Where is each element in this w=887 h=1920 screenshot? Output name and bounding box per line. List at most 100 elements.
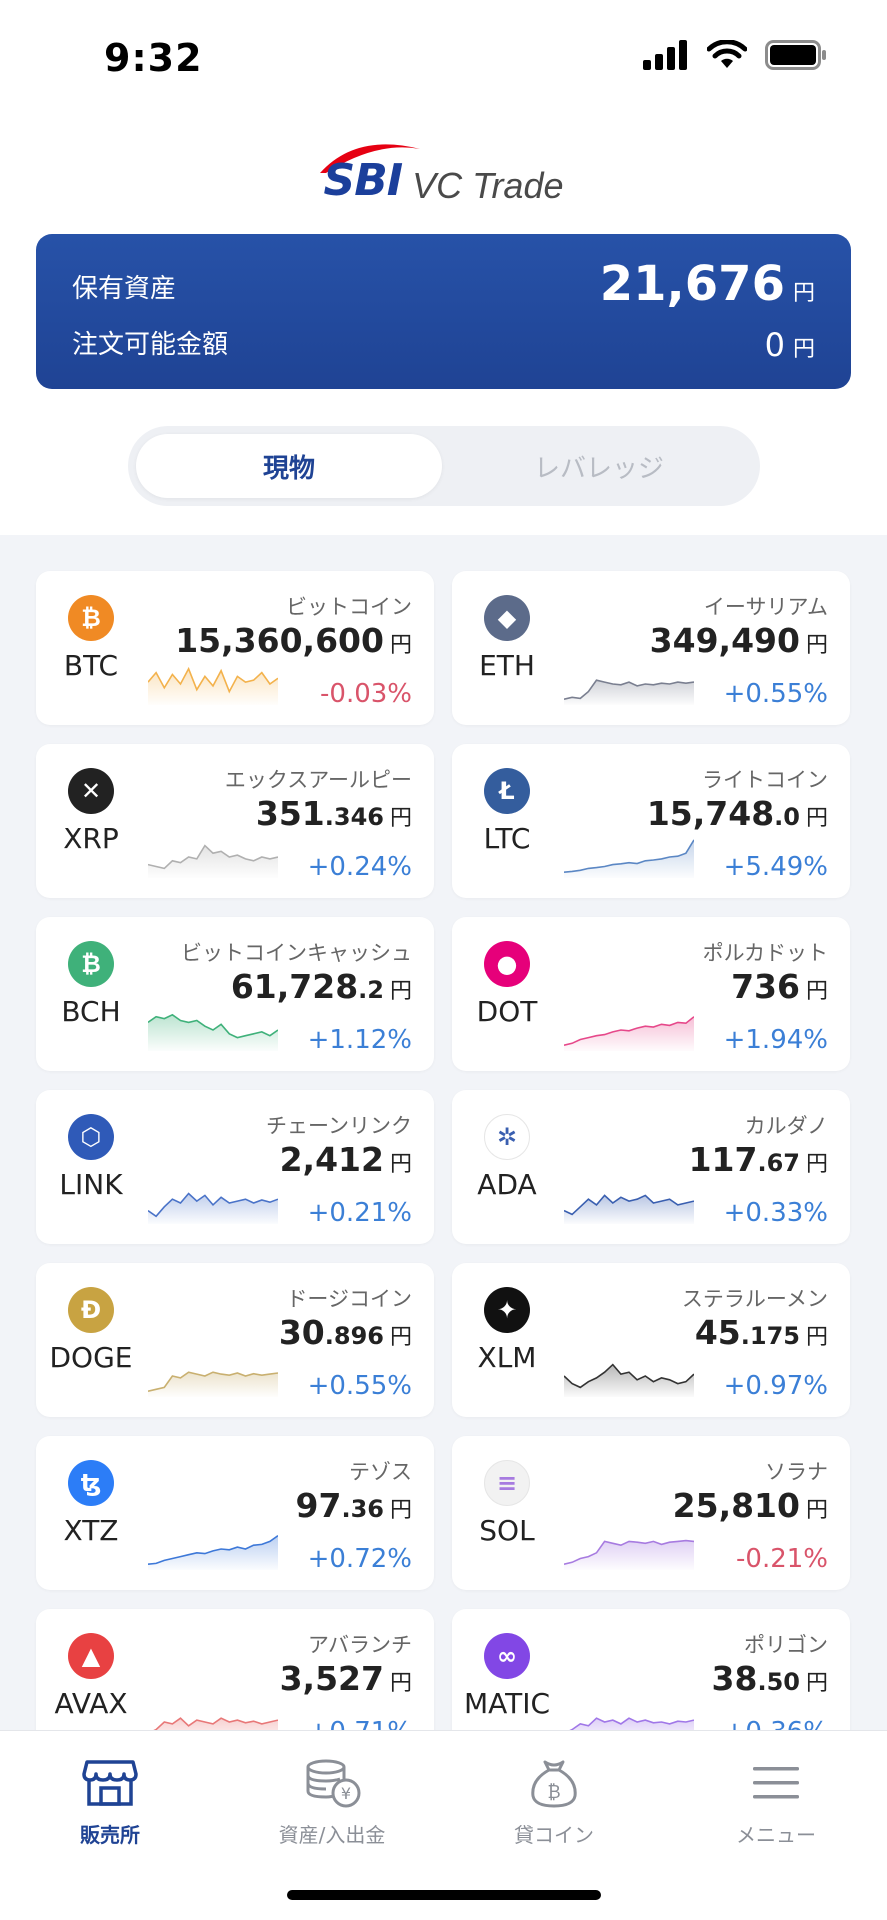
price-integer: 25,810 <box>672 1486 800 1525</box>
coin-symbol: ETH <box>479 649 535 682</box>
tab-assets-deposit[interactable]: ¥ 資産/入出金 <box>242 1753 422 1848</box>
price-currency: 円 <box>805 979 828 1004</box>
coin-card-link[interactable]: ⬡ LINK チェーンリンク 2,412 円 +0.21% <box>36 1090 434 1244</box>
tab-spot[interactable]: 現物 <box>136 434 442 498</box>
price-integer: 97 <box>295 1486 342 1525</box>
coin-price: 45.175 円 <box>695 1313 828 1352</box>
price-currency: 円 <box>805 1152 828 1177</box>
coin-name: アバランチ <box>307 1633 412 1657</box>
coin-card-ltc[interactable]: Ł LTC ライトコイン 15,748.0 円 +5.49% <box>452 744 850 898</box>
price-decimal: .67 <box>757 1149 800 1177</box>
coin-card-bch[interactable]: ₿ BCH ビットコインキャッシュ 61,728.2 円 +1.12% <box>36 917 434 1071</box>
tab-menu[interactable]: メニュー <box>686 1753 866 1848</box>
price-integer: 349,490 <box>649 621 800 660</box>
coin-symbol: XLM <box>477 1341 537 1374</box>
trade-type-segmented-control: 現物 レバレッジ <box>128 426 760 506</box>
price-change: +0.33% <box>723 1198 828 1228</box>
coin-symbol: MATIC <box>463 1687 551 1720</box>
price-currency: 円 <box>389 806 412 831</box>
price-currency: 円 <box>389 1498 412 1523</box>
sparkline-line <box>148 844 278 870</box>
wifi-icon <box>707 40 747 68</box>
status-icons <box>643 40 827 70</box>
sparkline-line <box>148 1717 278 1735</box>
coin-card-xtz[interactable]: ꜩ XTZ テゾス 97.36 円 +0.72% <box>36 1436 434 1590</box>
holding-assets-value: 21,676 円 <box>599 256 815 312</box>
coin-card-ada[interactable]: ✲ ADA カルダノ 117.67 円 +0.33% <box>452 1090 850 1244</box>
coin-card-dot[interactable]: ● DOT ポルカドット 736 円 +1.94% <box>452 917 850 1071</box>
app-logo: SBI VC Trade <box>0 140 887 220</box>
sparkline-area <box>564 1195 694 1224</box>
coin-price: 61,728.2 円 <box>231 967 412 1006</box>
price-integer: 2,412 <box>279 1140 384 1179</box>
asset-summary-card: 保有資産 注文可能金額 21,676 円 0 円 <box>36 234 851 389</box>
coin-price: 25,810 円 <box>673 1486 828 1525</box>
price-change: +0.21% <box>307 1198 412 1228</box>
coin-symbol: DOT <box>476 995 538 1028</box>
bottom-tab-bar: 販売所 ¥ 資産/入出金 ₿ 貸コイン <box>0 1730 887 1920</box>
logo-swoosh-icon <box>319 143 420 173</box>
coin-name: ポリゴン <box>744 1633 828 1657</box>
tab-leverage[interactable]: レバレッジ <box>533 453 664 484</box>
ltc-coin-icon: Ł <box>484 768 530 814</box>
price-decimal: .36 <box>341 1495 384 1523</box>
coin-name: ステラルーメン <box>681 1287 828 1311</box>
coin-symbol: AVAX <box>54 1687 128 1720</box>
price-change: -0.21% <box>736 1544 828 1574</box>
sparkline-line <box>148 1535 278 1565</box>
coin-name: テゾス <box>349 1460 412 1484</box>
coins-yen-icon: ¥ <box>306 1759 361 1808</box>
price-integer: 15,360,600 <box>175 621 384 660</box>
coin-price: 117.67 円 <box>689 1140 828 1179</box>
coin-card-xrp[interactable]: ✕ XRP エックスアールピー 351.346 円 +0.24% <box>36 744 434 898</box>
sparkline-line <box>564 1016 694 1046</box>
sparkline-line <box>148 1013 278 1039</box>
sparkline-chart <box>148 1535 278 1570</box>
home-indicator <box>287 1890 601 1900</box>
price-currency: 円 <box>389 633 412 658</box>
money-bag-icon: ₿ <box>531 1760 577 1808</box>
coin-name: ライトコイン <box>702 768 828 792</box>
coin-card-xlm[interactable]: ✦ XLM ステラルーメン 45.175 円 +0.97% <box>452 1263 850 1417</box>
coin-name: ドージコイン <box>286 1287 412 1311</box>
tab-exchange[interactable]: 販売所 <box>20 1753 200 1848</box>
coin-grid: ₿ BTC ビットコイン 15,360,600 円 -0.03% ◆ ETH イーサリアム 349… <box>0 535 887 1763</box>
price-decimal: .346 <box>324 803 384 831</box>
price-decimal: .2 <box>358 976 384 1004</box>
tab-lending-coin[interactable]: ₿ 貸コイン <box>464 1753 644 1848</box>
coin-card-sol[interactable]: ≡ SOL ソラナ 25,810 円 -0.21% <box>452 1436 850 1590</box>
price-integer: 15,748 <box>646 794 775 833</box>
shop-icon <box>82 1760 138 1806</box>
price-currency: 円 <box>389 979 412 1004</box>
coin-symbol: XTZ <box>63 1514 119 1547</box>
logo-product: VC Trade <box>412 165 564 206</box>
price-currency: 円 <box>805 633 828 658</box>
coin-symbol: ADA <box>477 1168 537 1201</box>
sparkline-area <box>564 680 694 705</box>
coin-name: チェーンリンク <box>266 1114 412 1138</box>
coin-symbol: BTC <box>63 649 119 682</box>
sparkline-area <box>564 1364 694 1397</box>
price-decimal: .50 <box>757 1668 800 1696</box>
price-currency: 円 <box>805 1498 828 1523</box>
coin-price: 15,360,600 円 <box>175 621 412 660</box>
doge-coin-icon: Ð <box>68 1287 114 1333</box>
sparkline-chart <box>564 1194 694 1224</box>
coin-card-doge[interactable]: Ð DOGE ドージコイン 30.896 円 +0.55% <box>36 1263 434 1417</box>
coin-card-eth[interactable]: ◆ ETH イーサリアム 349,490 円 +0.55% <box>452 571 850 725</box>
price-change: +1.94% <box>723 1025 828 1055</box>
sparkline-chart <box>148 1371 278 1397</box>
sparkline-line <box>148 666 278 694</box>
coin-price: 30.896 円 <box>279 1313 412 1352</box>
sparkline-line <box>564 1717 694 1735</box>
link-coin-icon: ⬡ <box>68 1114 114 1160</box>
price-change: +0.97% <box>723 1371 828 1401</box>
price-change: +5.49% <box>723 852 828 882</box>
sparkline-chart <box>148 1013 278 1051</box>
bch-coin-icon: ₿ <box>68 941 114 987</box>
sparkline-chart <box>148 844 278 878</box>
coin-card-btc[interactable]: ₿ BTC ビットコイン 15,360,600 円 -0.03% <box>36 571 434 725</box>
sparkline-area <box>148 1372 278 1397</box>
coin-name: カルダノ <box>744 1114 828 1138</box>
price-change: +0.24% <box>307 852 412 882</box>
